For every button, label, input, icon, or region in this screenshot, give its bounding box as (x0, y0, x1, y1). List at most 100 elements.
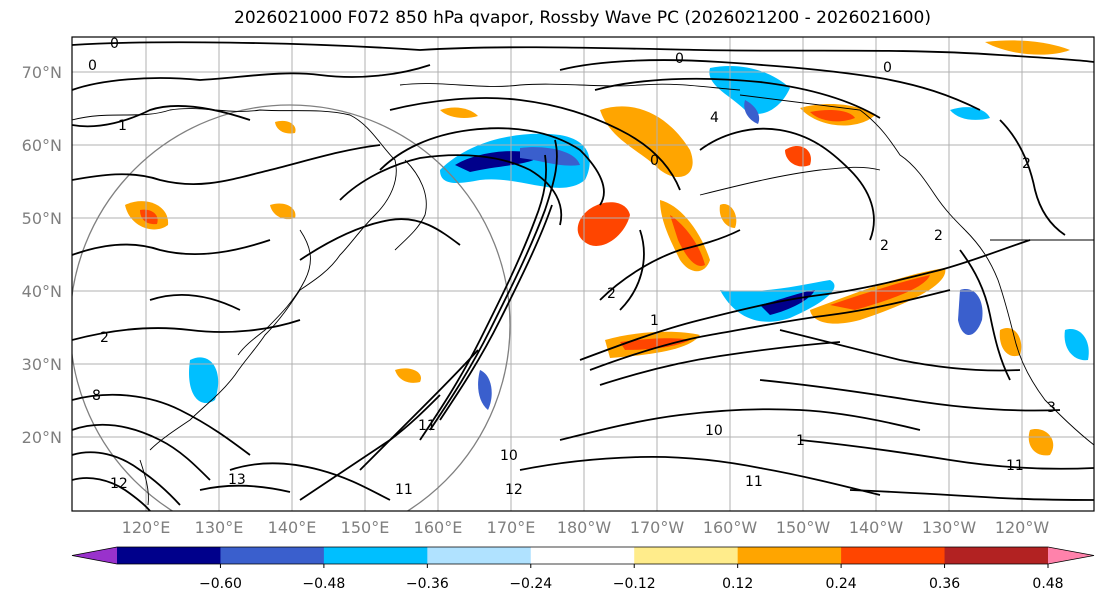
lon-label: 170°E (487, 518, 536, 537)
lat-label: 50°N (22, 209, 62, 228)
contour-line (149, 293, 241, 311)
lon-label: 120°W (995, 518, 1050, 537)
colorbar-extend-high (1048, 547, 1094, 564)
lon-label: 150°W (776, 518, 831, 537)
contour-line (72, 41, 1094, 63)
contour-label: 11 (745, 474, 763, 490)
colorbar-tick-label: −0.24 (509, 576, 552, 592)
lon-label: 180°W (557, 518, 612, 537)
contour-label: 2 (1022, 156, 1031, 172)
contour-line (72, 477, 151, 511)
contour-line (619, 229, 645, 311)
contour-line (959, 249, 1011, 381)
contour-line (299, 394, 441, 501)
contour-label: 2 (607, 286, 616, 302)
longitude-labels: 120°E 130°E 140°E 150°E 160°E 170°E 180°… (122, 518, 1050, 537)
contour-line (72, 104, 251, 128)
contour-line (379, 127, 605, 206)
anomaly-orange-mid-4 (270, 203, 296, 220)
contour-label: 2 (934, 228, 943, 244)
contour-label: 4 (710, 110, 719, 126)
coastline-west-coast-na (964, 229, 1094, 446)
coastline-alaska (739, 94, 966, 231)
anomaly-orange-ne-corner (985, 40, 1070, 55)
anomaly-darkblue-central-pacific (760, 290, 815, 315)
lon-label: 140°W (849, 518, 904, 537)
contour-label: 13 (228, 472, 246, 488)
contour-line (439, 204, 553, 421)
colorbar-tick-label: 0.12 (722, 576, 753, 592)
colorbar-swatch (737, 547, 842, 564)
contour-label: 1 (796, 433, 805, 449)
contour-label: 11 (1006, 458, 1024, 474)
contour-line (599, 341, 841, 386)
contour-line (589, 289, 951, 371)
colorbar-tick-label: 0.48 (1032, 576, 1063, 592)
lon-label: 120°E (122, 518, 171, 537)
anomaly-blue-west-coast (958, 289, 983, 335)
colorbar-swatch (944, 547, 1049, 564)
map-plot-area: 0 0 0 0 0 1 1 1 2 2 2 2 2 3 4 8 10 10 11… (71, 36, 1095, 512)
contour-label: 1 (650, 313, 659, 329)
contour-label: 1 (118, 118, 127, 134)
anomaly-orange-mid-2 (440, 107, 478, 118)
coastline-siberia-north (399, 83, 741, 91)
anomaly-red-35n (620, 338, 690, 350)
colorbar-outline (71, 546, 1095, 565)
contour-label: 11 (418, 418, 436, 434)
anomaly-blue-subtropical (478, 370, 492, 410)
contour-line (999, 119, 1066, 236)
coastline-asia (72, 108, 397, 451)
contour-line (72, 423, 211, 481)
contour-label: 11 (395, 482, 413, 498)
colorbar-tick-label: −0.36 (406, 576, 449, 592)
anomaly-red-arctic-1 (810, 110, 855, 122)
contour-line (72, 451, 181, 506)
contour-line (229, 462, 391, 501)
contour-line (594, 77, 881, 119)
contour-label: 2 (100, 330, 109, 346)
anomaly-midblue-north-pacific (520, 147, 580, 166)
map-frame (71, 36, 1095, 512)
contour-line (72, 144, 381, 186)
anomaly-red-alaska (785, 145, 811, 167)
colorbar-tick-label: −0.60 (199, 576, 242, 592)
colorbar-swatch (841, 547, 946, 564)
contour-line (72, 319, 301, 341)
anomaly-orange-mid-5 (275, 120, 296, 134)
anomaly-red-east-pacific (830, 275, 930, 310)
contour-line (849, 489, 1094, 501)
anomaly-red-gulf (670, 215, 705, 266)
anomaly-orange-mid-1 (719, 204, 737, 228)
colorbar-tick-label: 0.24 (826, 576, 857, 592)
contour-label: 12 (110, 476, 128, 492)
contour-line (559, 408, 921, 441)
anomaly-blue-se-1 (1064, 329, 1089, 361)
anomaly-red-west-1 (140, 209, 158, 225)
contour-line (559, 59, 981, 111)
contour-label: 0 (88, 58, 97, 74)
lon-label: 170°W (630, 518, 685, 537)
contour-label: 0 (675, 51, 684, 67)
colorbar-swatch (220, 547, 325, 564)
contour-line (579, 239, 1031, 361)
lat-label: 40°N (22, 282, 62, 301)
anomaly-orange-mid-3 (395, 368, 421, 383)
anomaly-orange-se-1 (999, 328, 1022, 357)
colorbar-tick-label: −0.12 (613, 576, 656, 592)
contour-line (339, 154, 563, 226)
contour-label: 0 (650, 153, 659, 169)
colorbar-swatch (634, 547, 739, 564)
shaded-anomalies (125, 40, 1089, 456)
contour-line (519, 455, 881, 496)
latitude-labels: 70°N 60°N 50°N 40°N 30°N 20°N (22, 63, 62, 447)
contour-line (779, 329, 1021, 372)
lon-label: 160°W (703, 518, 758, 537)
contour-labels: 0 0 0 0 0 1 1 1 2 2 2 2 2 3 4 8 10 10 11… (88, 37, 1056, 498)
colorbar-tick-label: −0.48 (302, 576, 345, 592)
lon-label: 160°E (414, 518, 463, 537)
colorbar-swatch (323, 547, 428, 564)
colorbar-swatch (530, 547, 635, 564)
lat-label: 70°N (22, 63, 62, 82)
